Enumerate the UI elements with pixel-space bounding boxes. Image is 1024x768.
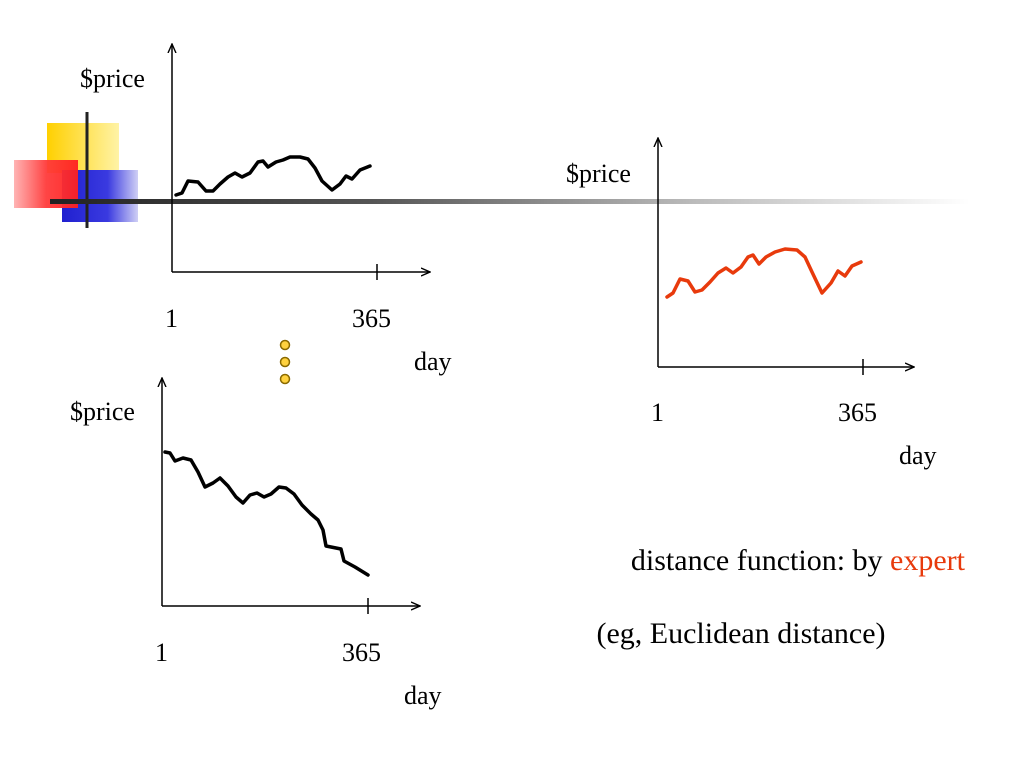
caption-prefix: distance function: by xyxy=(631,544,890,577)
x-end-label: 365 xyxy=(342,638,381,667)
chart-right: $price 1 365 day xyxy=(566,138,937,470)
vertical-ellipsis xyxy=(279,339,291,385)
xlabel: day xyxy=(899,441,937,470)
price-line xyxy=(163,450,370,577)
ellipsis-dot xyxy=(279,373,291,385)
x-start-label: 1 xyxy=(165,304,178,333)
ylabel: $price xyxy=(80,64,145,93)
chart-bottom-left: $price 1 365 day xyxy=(70,378,442,710)
caption-line-1: distance function: by expert xyxy=(631,544,966,577)
xlabel: day xyxy=(414,347,452,376)
decor-horizontal-bar xyxy=(50,199,970,204)
ylabel: $price xyxy=(566,159,631,188)
caption: distance function: by expert (eg, Euclid… xyxy=(596,544,965,650)
ellipsis-dot xyxy=(279,339,291,351)
caption-highlight: expert xyxy=(890,544,966,577)
slide-decoration xyxy=(14,112,970,228)
price-line xyxy=(665,247,863,299)
chart-top-left: $price 1 365 day xyxy=(80,44,452,376)
x-start-label: 1 xyxy=(651,398,664,427)
x-end-label: 365 xyxy=(838,398,877,427)
x-start-label: 1 xyxy=(155,638,168,667)
ellipsis-dot xyxy=(279,356,291,368)
x-end-label: 365 xyxy=(352,304,391,333)
ylabel: $price xyxy=(70,397,135,426)
price-line xyxy=(174,155,372,197)
xlabel: day xyxy=(404,681,442,710)
caption-line-2: (eg, Euclidean distance) xyxy=(596,617,885,650)
